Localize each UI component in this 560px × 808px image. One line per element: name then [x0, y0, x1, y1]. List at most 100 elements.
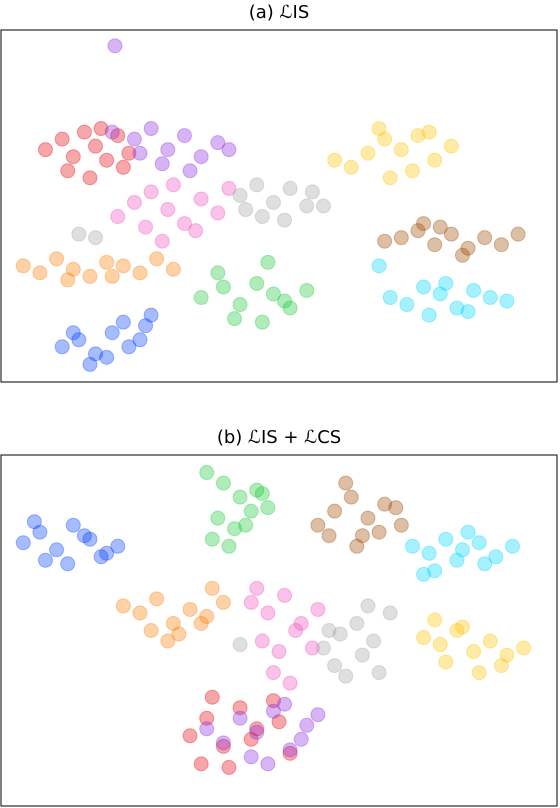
point — [232, 700, 248, 716]
point — [310, 707, 326, 723]
point — [104, 124, 120, 140]
point — [193, 191, 209, 207]
point — [432, 637, 448, 653]
point — [349, 538, 365, 554]
point — [249, 482, 265, 498]
point — [238, 202, 254, 218]
point — [37, 552, 53, 568]
point — [115, 258, 131, 274]
point — [377, 496, 393, 512]
point — [243, 594, 259, 610]
point — [76, 528, 92, 544]
point — [493, 658, 509, 674]
point — [71, 332, 87, 348]
point — [210, 265, 226, 281]
point — [443, 138, 459, 154]
point — [410, 223, 426, 239]
point — [249, 580, 265, 596]
point — [360, 510, 376, 526]
point — [505, 538, 521, 554]
point — [71, 226, 87, 242]
point — [449, 623, 465, 638]
point — [15, 258, 31, 274]
point — [82, 356, 98, 372]
point — [404, 163, 420, 179]
point — [132, 332, 148, 348]
point — [215, 735, 231, 751]
point — [104, 268, 120, 284]
point — [332, 626, 348, 642]
point — [371, 665, 387, 681]
point — [260, 756, 276, 772]
point — [238, 517, 254, 533]
point — [416, 630, 432, 646]
point — [254, 633, 270, 649]
point — [371, 121, 387, 137]
point — [393, 230, 409, 246]
point — [421, 307, 437, 323]
point — [466, 282, 482, 298]
point — [293, 615, 309, 631]
point — [88, 346, 104, 362]
point — [115, 598, 131, 614]
point — [149, 591, 165, 607]
point — [82, 170, 98, 186]
point — [443, 226, 459, 242]
point — [243, 749, 259, 765]
point — [232, 710, 248, 726]
point — [288, 623, 304, 638]
point — [221, 180, 237, 196]
point — [265, 194, 281, 210]
point — [432, 219, 448, 235]
point — [466, 644, 482, 660]
point — [143, 623, 159, 638]
point — [477, 230, 493, 246]
point — [360, 145, 376, 161]
point — [260, 605, 276, 621]
point — [221, 142, 237, 158]
point — [377, 131, 393, 147]
point — [354, 528, 370, 544]
panel-title: (a) ℒIS — [249, 2, 310, 23]
point — [132, 145, 148, 161]
point — [182, 163, 198, 179]
point — [227, 521, 243, 537]
point — [371, 258, 387, 274]
point — [393, 517, 409, 533]
point — [343, 489, 359, 505]
point — [32, 265, 48, 281]
point — [493, 237, 509, 253]
point — [65, 261, 81, 277]
point — [282, 742, 298, 758]
point — [427, 612, 443, 628]
point — [110, 209, 126, 225]
point — [188, 223, 204, 239]
point — [282, 300, 298, 316]
point — [221, 538, 237, 554]
point — [160, 633, 176, 649]
point — [282, 745, 298, 761]
point — [421, 545, 437, 561]
point — [204, 580, 220, 596]
point — [210, 205, 226, 221]
point — [126, 131, 142, 147]
point — [249, 724, 265, 740]
point — [243, 503, 259, 519]
point — [427, 237, 443, 253]
point — [460, 240, 476, 256]
point — [199, 710, 215, 726]
point — [93, 121, 109, 137]
point — [193, 756, 209, 772]
point — [199, 721, 215, 737]
point — [482, 290, 498, 306]
point — [338, 475, 354, 491]
point — [154, 156, 170, 172]
point — [249, 177, 265, 193]
point — [343, 159, 359, 175]
point — [299, 198, 315, 214]
point — [271, 714, 287, 730]
point — [165, 615, 181, 631]
point — [460, 524, 476, 540]
point — [321, 528, 337, 544]
